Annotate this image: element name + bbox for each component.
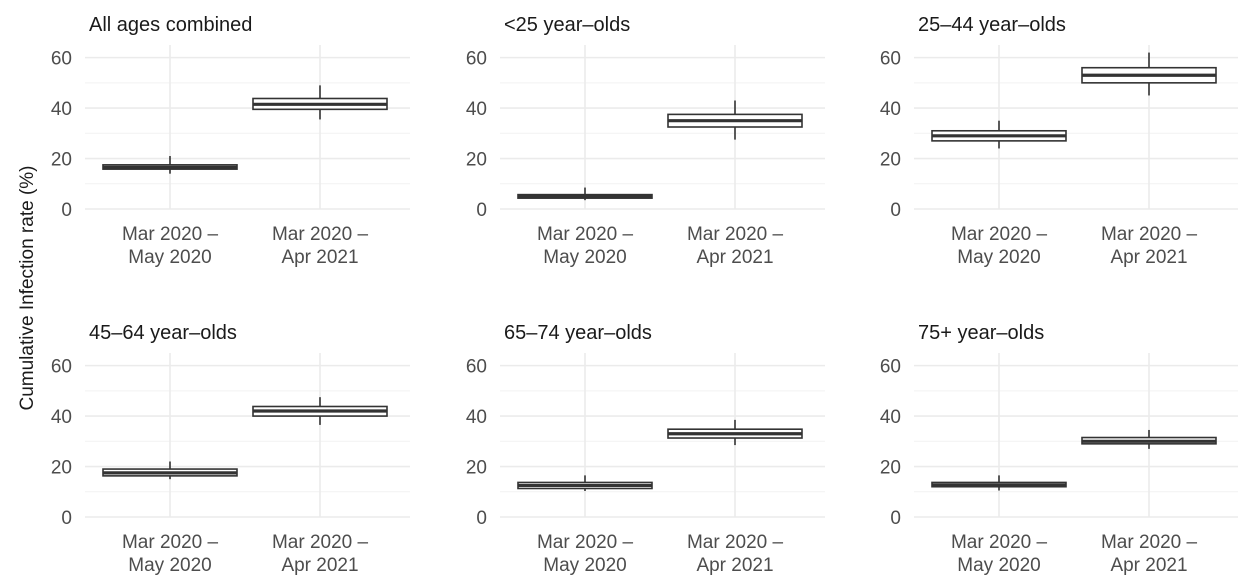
y-tick-label: 40 — [880, 99, 901, 120]
x-tick-label: Mar 2020 – Apr 2021 — [687, 224, 784, 268]
x-tick-label-line: May 2020 — [128, 555, 211, 576]
x-tick-label: Mar 2020 – May 2020 — [122, 532, 219, 576]
y-tick-label: 20 — [51, 458, 72, 479]
y-tick-label: 20 — [466, 150, 487, 171]
y-tick-label: 0 — [61, 200, 72, 221]
panel-title: 45–64 year–olds — [89, 322, 237, 344]
y-tick-label: 40 — [51, 407, 72, 428]
x-tick-label-line: Apr 2021 — [281, 247, 358, 268]
y-tick-label: 20 — [51, 150, 72, 171]
y-tick-label: 40 — [880, 407, 901, 428]
x-tick-label: Mar 2020 – Apr 2021 — [1101, 224, 1198, 268]
x-tick-label: Mar 2020 – May 2020 — [951, 532, 1048, 576]
x-tick-label-line: Apr 2021 — [1110, 555, 1187, 576]
x-tick-label-line: May 2020 — [543, 555, 626, 576]
x-tick-label-line: May 2020 — [957, 555, 1040, 576]
x-tick-label-line: Mar 2020 – — [537, 224, 634, 245]
panel-title: <25 year–olds — [504, 14, 630, 36]
y-tick-label: 0 — [476, 200, 487, 221]
x-tick-label-line: Mar 2020 – — [122, 532, 219, 553]
x-tick-label-line: Mar 2020 – — [122, 224, 219, 245]
x-tick-label-line: Mar 2020 – — [951, 224, 1048, 245]
x-tick-label: Mar 2020 – Apr 2021 — [272, 224, 369, 268]
y-tick-label: 0 — [890, 200, 901, 221]
y-tick-label: 0 — [476, 508, 487, 529]
x-tick-label-line: Apr 2021 — [696, 247, 773, 268]
x-tick-label: Mar 2020 – May 2020 — [537, 532, 634, 576]
x-tick-label-line: May 2020 — [543, 247, 626, 268]
x-tick-label-line: Mar 2020 – — [1101, 532, 1198, 553]
x-tick-label-line: Mar 2020 – — [951, 532, 1048, 553]
y-tick-label: 0 — [61, 508, 72, 529]
x-tick-label: Mar 2020 – Apr 2021 — [1101, 532, 1198, 576]
panel-title: 25–44 year–olds — [918, 14, 1066, 36]
x-tick-label: Mar 2020 – May 2020 — [537, 224, 634, 268]
panel-title: All ages combined — [89, 14, 252, 36]
x-tick-label-line: Mar 2020 – — [1101, 224, 1198, 245]
y-tick-label: 60 — [880, 49, 901, 70]
y-tick-label: 60 — [880, 357, 901, 378]
x-tick-label-line: Apr 2021 — [696, 555, 773, 576]
x-tick-label-line: May 2020 — [957, 247, 1040, 268]
y-tick-label: 20 — [466, 458, 487, 479]
panel-title: 65–74 year–olds — [504, 322, 652, 344]
y-tick-label: 20 — [880, 150, 901, 171]
y-tick-label: 40 — [466, 407, 487, 428]
x-tick-label: Mar 2020 – Apr 2021 — [272, 532, 369, 576]
y-tick-label: 60 — [466, 49, 487, 70]
x-tick-label: Mar 2020 – Apr 2021 — [687, 532, 784, 576]
x-tick-label-line: Mar 2020 – — [687, 532, 784, 553]
y-tick-label: 40 — [51, 99, 72, 120]
y-tick-label: 0 — [890, 508, 901, 529]
x-tick-label-line: Apr 2021 — [1110, 247, 1187, 268]
x-tick-label-line: Mar 2020 – — [687, 224, 784, 245]
x-tick-label-line: Mar 2020 – — [272, 224, 369, 245]
y-tick-label: 60 — [51, 357, 72, 378]
x-tick-label-line: Apr 2021 — [281, 555, 358, 576]
panel-title: 75+ year–olds — [918, 322, 1044, 344]
x-tick-label-line: Mar 2020 – — [272, 532, 369, 553]
x-tick-label: Mar 2020 – May 2020 — [122, 224, 219, 268]
y-tick-label: 20 — [880, 458, 901, 479]
y-tick-label: 60 — [51, 49, 72, 70]
y-tick-label: 40 — [466, 99, 487, 120]
y-tick-label: 60 — [466, 357, 487, 378]
x-tick-label: Mar 2020 – May 2020 — [951, 224, 1048, 268]
x-tick-label-line: May 2020 — [128, 247, 211, 268]
x-tick-label-line: Mar 2020 – — [537, 532, 634, 553]
y-axis-label: Cumulative Infection rate (%) — [17, 166, 38, 411]
